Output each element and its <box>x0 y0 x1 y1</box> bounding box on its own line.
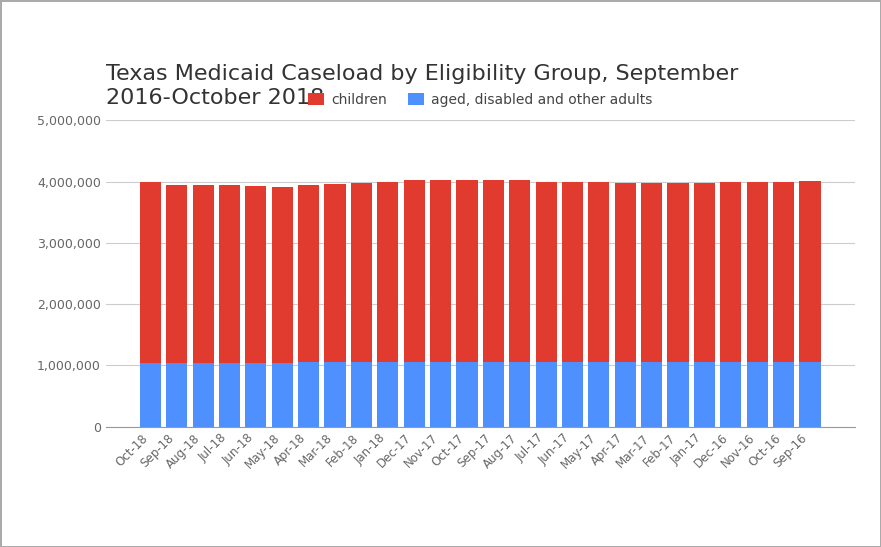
Bar <box>271 187 292 363</box>
Bar <box>351 362 372 427</box>
Bar <box>456 181 478 362</box>
Bar <box>377 362 398 427</box>
Bar <box>167 363 188 427</box>
Bar <box>351 183 372 362</box>
Bar <box>694 362 715 427</box>
Bar <box>430 181 451 362</box>
Bar <box>377 182 398 362</box>
Bar <box>324 362 345 427</box>
Bar <box>324 184 345 362</box>
Bar <box>483 362 504 427</box>
Bar <box>721 182 742 362</box>
Bar <box>403 362 425 427</box>
Bar <box>193 185 213 363</box>
Bar <box>298 362 319 427</box>
Bar <box>799 181 820 362</box>
Bar <box>773 362 794 427</box>
Bar <box>536 182 557 362</box>
Bar <box>271 363 292 427</box>
Bar <box>509 181 530 362</box>
Legend: children, aged, disabled and other adults: children, aged, disabled and other adult… <box>302 88 658 113</box>
Bar <box>694 183 715 362</box>
Bar <box>589 182 610 362</box>
Bar <box>641 183 663 362</box>
Text: Texas Medicaid Caseload by Eligibility Group, September
2016-October 2018: Texas Medicaid Caseload by Eligibility G… <box>106 65 738 108</box>
Bar <box>140 182 161 363</box>
Bar <box>483 181 504 362</box>
Bar <box>298 185 319 362</box>
Bar <box>668 362 689 427</box>
Bar <box>456 362 478 427</box>
Bar <box>668 183 689 362</box>
Bar <box>536 362 557 427</box>
Bar <box>562 362 583 427</box>
Bar <box>218 185 240 363</box>
Bar <box>245 363 266 427</box>
Bar <box>615 183 636 362</box>
Bar <box>509 362 530 427</box>
Bar <box>721 362 742 427</box>
Bar <box>140 363 161 427</box>
Bar <box>167 185 188 363</box>
Bar <box>218 363 240 427</box>
Bar <box>799 362 820 427</box>
Bar <box>615 362 636 427</box>
Bar <box>430 362 451 427</box>
Bar <box>562 182 583 362</box>
Bar <box>747 362 767 427</box>
Bar <box>193 363 213 427</box>
Bar <box>245 186 266 363</box>
Bar <box>773 182 794 362</box>
Bar <box>589 362 610 427</box>
Bar <box>747 182 767 362</box>
Bar <box>641 362 663 427</box>
Bar <box>403 181 425 362</box>
